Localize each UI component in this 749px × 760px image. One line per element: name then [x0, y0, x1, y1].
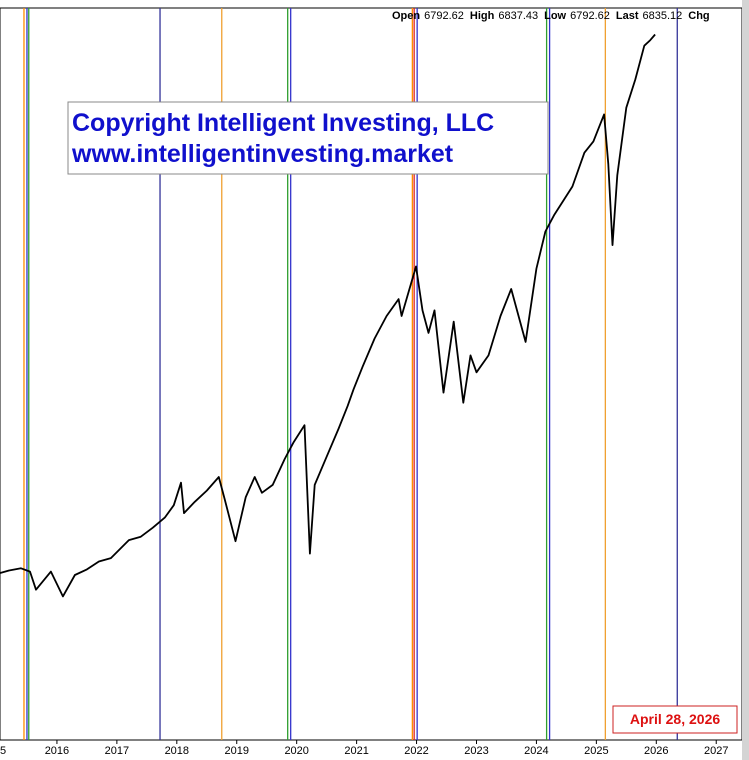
- x-tick-label: 2027: [704, 745, 728, 757]
- x-tick-label: 2019: [225, 745, 249, 757]
- quote-label: Low: [544, 10, 566, 22]
- edge: [742, 0, 749, 760]
- x-tick-label: 5: [0, 745, 6, 757]
- quote-value: 6792.62: [570, 10, 610, 22]
- website: www.intelligentinvesting.market: [71, 140, 454, 168]
- x-tick-label: 2022: [404, 745, 428, 757]
- x-tick-label: 2024: [524, 745, 548, 757]
- date-label: April 28, 2026: [630, 711, 720, 727]
- quote-label: Chg: [688, 10, 709, 22]
- x-tick-label: 2016: [45, 745, 69, 757]
- x-tick-label: 2017: [105, 745, 129, 757]
- x-tick-label: 2020: [284, 745, 308, 757]
- date-box: [612, 705, 738, 734]
- copyright-box: [67, 101, 549, 175]
- quote-value: 6792.62: [424, 10, 464, 22]
- quote-header: Open 6792.62 High 6837.43 Low 6792.62 Last 6835…: [392, 10, 710, 22]
- x-tick-label: 2026: [644, 745, 668, 757]
- copyright: Copyright Intelligent Investing, LLC: [72, 109, 494, 137]
- quote-label: Open: [392, 10, 420, 22]
- quote-value: 6835.12: [643, 10, 683, 22]
- x-tick-label: 2021: [344, 745, 368, 757]
- x-tick-label: 2023: [464, 745, 488, 757]
- price-line: [0, 33, 656, 598]
- quote-value: 6837.43: [498, 10, 538, 22]
- x-tick-label: 2025: [584, 745, 608, 757]
- quote-label: Last: [616, 10, 639, 22]
- quote-label: High: [470, 10, 495, 22]
- x-tick-label: 2018: [165, 745, 189, 757]
